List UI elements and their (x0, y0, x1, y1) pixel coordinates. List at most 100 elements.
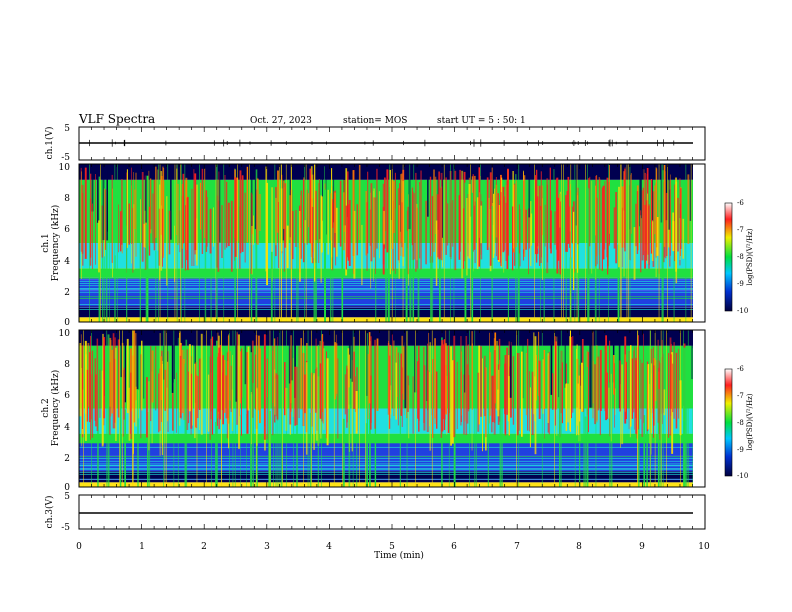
ch2-streak-316 (133, 330, 136, 423)
ch2-streak-84 (641, 362, 644, 437)
ch1-streak-308 (150, 178, 152, 234)
ch1-streak-202 (335, 207, 338, 257)
ch2-streak-445 (235, 330, 237, 402)
ch2-streak-19 (128, 387, 131, 441)
ch2-streak-315 (633, 350, 635, 413)
ch2-sferic-29 (229, 330, 230, 487)
ch1-streak-143 (155, 166, 157, 238)
ch1-sferic-56 (304, 164, 305, 322)
ch2-streak-225 (550, 330, 553, 395)
ch1-streak-209 (168, 210, 171, 255)
ch2-streak-443 (326, 358, 329, 446)
ch2-streak-434 (200, 333, 203, 435)
ch2-streak-110 (147, 412, 149, 487)
ch2-streak-141 (183, 359, 185, 421)
ch2-streak-144 (124, 409, 126, 487)
ch3-waveform-panel: 5 -5 ch.3(V) (44, 492, 706, 533)
ch2-streak-125 (673, 342, 675, 419)
ch1-streak-219 (309, 168, 312, 244)
ch2-streak-516 (577, 383, 580, 436)
ch1-streak-333 (501, 177, 503, 268)
ch2-streak-250 (663, 389, 666, 416)
ch2-streak-342 (194, 363, 196, 439)
ch1-streak-434 (234, 177, 237, 257)
ch2-streak-174 (305, 362, 308, 455)
ch1-streak-379 (251, 225, 253, 275)
ch1-streak-398 (512, 206, 514, 271)
ch1-streak-484 (119, 211, 122, 252)
ch1-streak-387 (155, 250, 157, 322)
ch1-streak-51 (488, 197, 490, 248)
ch2-streak-245 (99, 369, 101, 418)
ch2-ytick-10: 10 (59, 329, 71, 339)
ch1-streak-92 (513, 183, 516, 266)
ch1-streak-473 (473, 205, 476, 250)
ch2-streak-388 (547, 353, 549, 423)
ch1-streak-482 (665, 192, 668, 257)
ch2-streak-37 (112, 333, 115, 429)
ch1-streak-297 (472, 174, 474, 252)
ch2-streak-519 (397, 352, 399, 426)
ch2-sferic-14 (680, 330, 681, 487)
ch2-streak-364 (657, 339, 659, 423)
ch2-streak-158 (606, 346, 607, 417)
ch2-sferic-16 (406, 330, 408, 487)
ch2-streak-310 (389, 344, 392, 413)
ch2-streak-212 (538, 331, 540, 396)
ch1-streak-295 (104, 188, 105, 257)
ch1-streak-458 (146, 175, 149, 322)
ch2-streak-74 (367, 354, 369, 420)
ch2-streak-2 (564, 330, 566, 388)
ch2-band-3 (79, 443, 693, 456)
ch1-streak-509 (278, 202, 280, 268)
ch1-streak-52 (152, 193, 154, 244)
ch2-cb-tick-6: -6 (737, 365, 744, 373)
ch2-streak-337 (389, 390, 391, 419)
ch1-streak-417 (331, 168, 333, 258)
ch2-streak-488 (456, 361, 458, 430)
ch2-streak-462 (671, 352, 674, 454)
ch2-streak-459 (163, 330, 165, 380)
ch1-streak-505 (358, 164, 361, 240)
ch2-sferic-49 (448, 330, 450, 487)
ch2-sferic-34 (431, 330, 433, 487)
ch1-streak-301 (553, 169, 555, 322)
ch1-streak-481 (250, 192, 252, 274)
ch2-sferic-38 (232, 330, 234, 487)
ch1-streak-518 (601, 187, 603, 271)
ch2-sferic-30 (293, 330, 294, 487)
ch2-streak-303 (89, 352, 91, 423)
ch2-sferic-4 (352, 330, 354, 487)
ch2-hline-8 (79, 460, 693, 462)
ch1-sferic-21 (563, 164, 564, 322)
ch1-streak-192 (132, 207, 134, 273)
ch2-streak-21 (453, 395, 456, 487)
ch2-streak-156 (122, 370, 124, 437)
ch1-streak-419 (546, 184, 549, 263)
ch2-streak-501 (672, 363, 674, 413)
ch2-streak-255 (572, 336, 574, 413)
ch1-streak-501 (318, 179, 320, 243)
ch1-streak-442 (489, 172, 492, 266)
ch1-streak-113 (639, 164, 642, 216)
x-axis-ticks (78, 127, 706, 529)
ch1-sferic-9 (690, 164, 692, 322)
ch2-streak-47 (594, 364, 596, 425)
ch2-streak-509 (489, 332, 490, 424)
ch1-sferic-14 (305, 164, 307, 322)
ch2-streak-325 (236, 333, 238, 425)
ch1-streak-237 (535, 175, 537, 255)
ch1-sferic-42 (402, 164, 404, 322)
ch2-sferic-13 (269, 330, 271, 487)
ch1-streak-278 (193, 169, 195, 266)
ch1-streak-274 (158, 208, 161, 266)
ch2-streak-409 (111, 349, 113, 414)
ch2-hline-2 (79, 465, 693, 467)
ch1-streak-169 (633, 227, 636, 280)
ch1-streak-173 (230, 200, 233, 272)
ch1-streak-277 (566, 190, 568, 252)
ch1-streak-233 (160, 176, 163, 235)
ch2-streak-479 (661, 339, 663, 425)
ch2-streak-164 (597, 356, 600, 411)
ch1-sferic-1 (281, 164, 282, 322)
